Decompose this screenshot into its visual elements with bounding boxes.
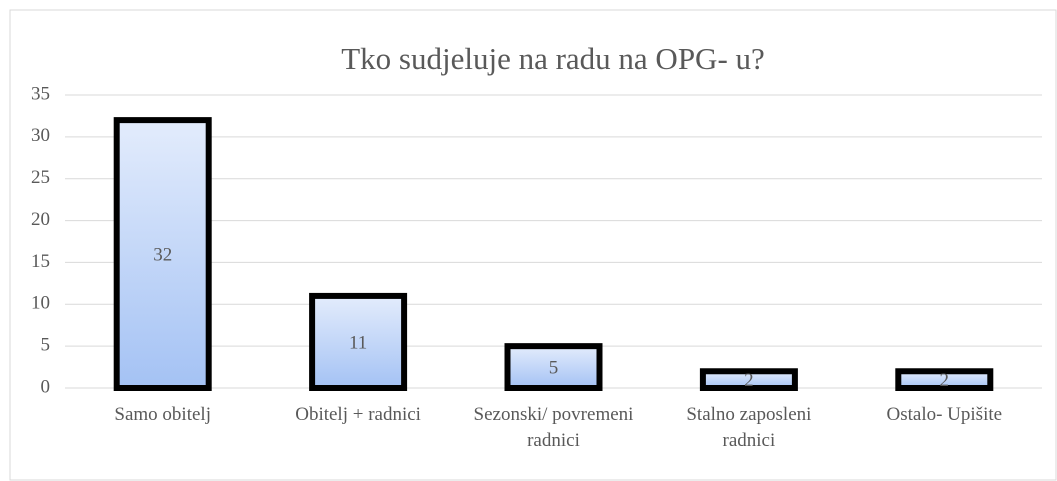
x-tick-label: Ostalo- Upišite: [887, 404, 1003, 425]
value-label: 11: [349, 332, 367, 353]
x-tick-label: Samo obitelj: [114, 404, 211, 425]
value-label: 2: [744, 370, 754, 391]
y-tick-label: 0: [41, 376, 51, 397]
bar: [309, 292, 408, 391]
bar: [699, 368, 798, 391]
y-tick-label: 10: [31, 293, 50, 314]
chart-title: Tko sudjeluje na radu na OPG- u?: [341, 41, 765, 76]
bar: [895, 368, 994, 391]
x-tick-label: Stalno zaposleni radnici: [686, 404, 811, 451]
bar: [113, 117, 212, 391]
value-label: 2: [940, 370, 950, 391]
y-tick-label: 5: [41, 335, 51, 356]
x-tick-label: Sezonski/ povremeni radnici: [474, 404, 634, 451]
value-label: 32: [153, 244, 172, 265]
y-tick-label: 30: [31, 125, 50, 146]
y-tick-label: 20: [31, 209, 50, 230]
y-tick-label: 25: [31, 167, 50, 188]
bar: [504, 343, 603, 391]
x-tick-label: Obitelj + radnici: [295, 404, 421, 425]
y-tick-label: 15: [31, 251, 50, 272]
y-tick-label: 35: [31, 83, 50, 104]
value-label: 5: [549, 357, 559, 378]
